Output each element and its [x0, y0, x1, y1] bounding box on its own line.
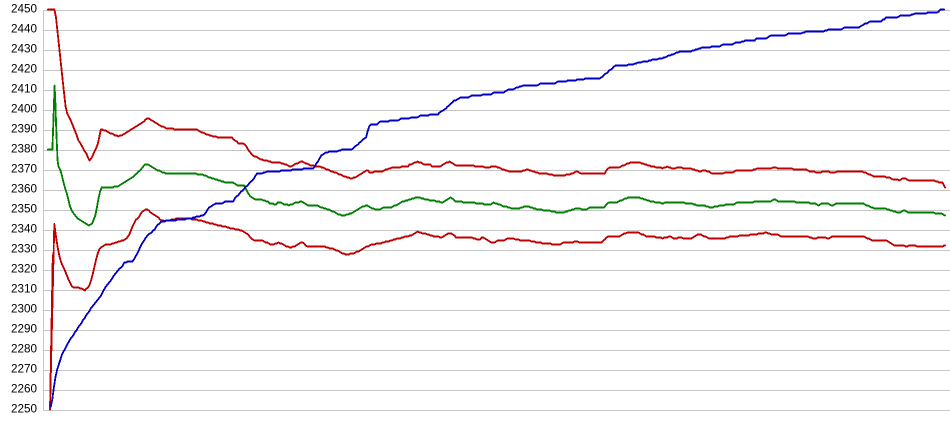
svg-text:2300: 2300 [11, 303, 38, 316]
svg-text:2280: 2280 [11, 343, 38, 356]
svg-text:2260: 2260 [11, 383, 38, 396]
svg-text:2330: 2330 [11, 243, 38, 256]
svg-text:2420: 2420 [11, 63, 38, 76]
svg-text:2440: 2440 [11, 23, 38, 36]
svg-text:2410: 2410 [11, 83, 38, 96]
svg-text:2370: 2370 [11, 163, 38, 176]
svg-text:2290: 2290 [11, 323, 38, 336]
svg-text:2430: 2430 [11, 43, 38, 56]
svg-text:2340: 2340 [11, 223, 38, 236]
svg-text:2250: 2250 [11, 403, 38, 416]
svg-text:2390: 2390 [11, 123, 38, 136]
svg-text:2450: 2450 [11, 3, 38, 16]
svg-text:2350: 2350 [11, 203, 38, 216]
svg-text:2310: 2310 [11, 283, 38, 296]
svg-text:2270: 2270 [11, 363, 38, 376]
svg-text:2320: 2320 [11, 263, 38, 276]
svg-text:2380: 2380 [11, 143, 38, 156]
svg-text:2400: 2400 [11, 103, 38, 116]
svg-text:2360: 2360 [11, 183, 38, 196]
